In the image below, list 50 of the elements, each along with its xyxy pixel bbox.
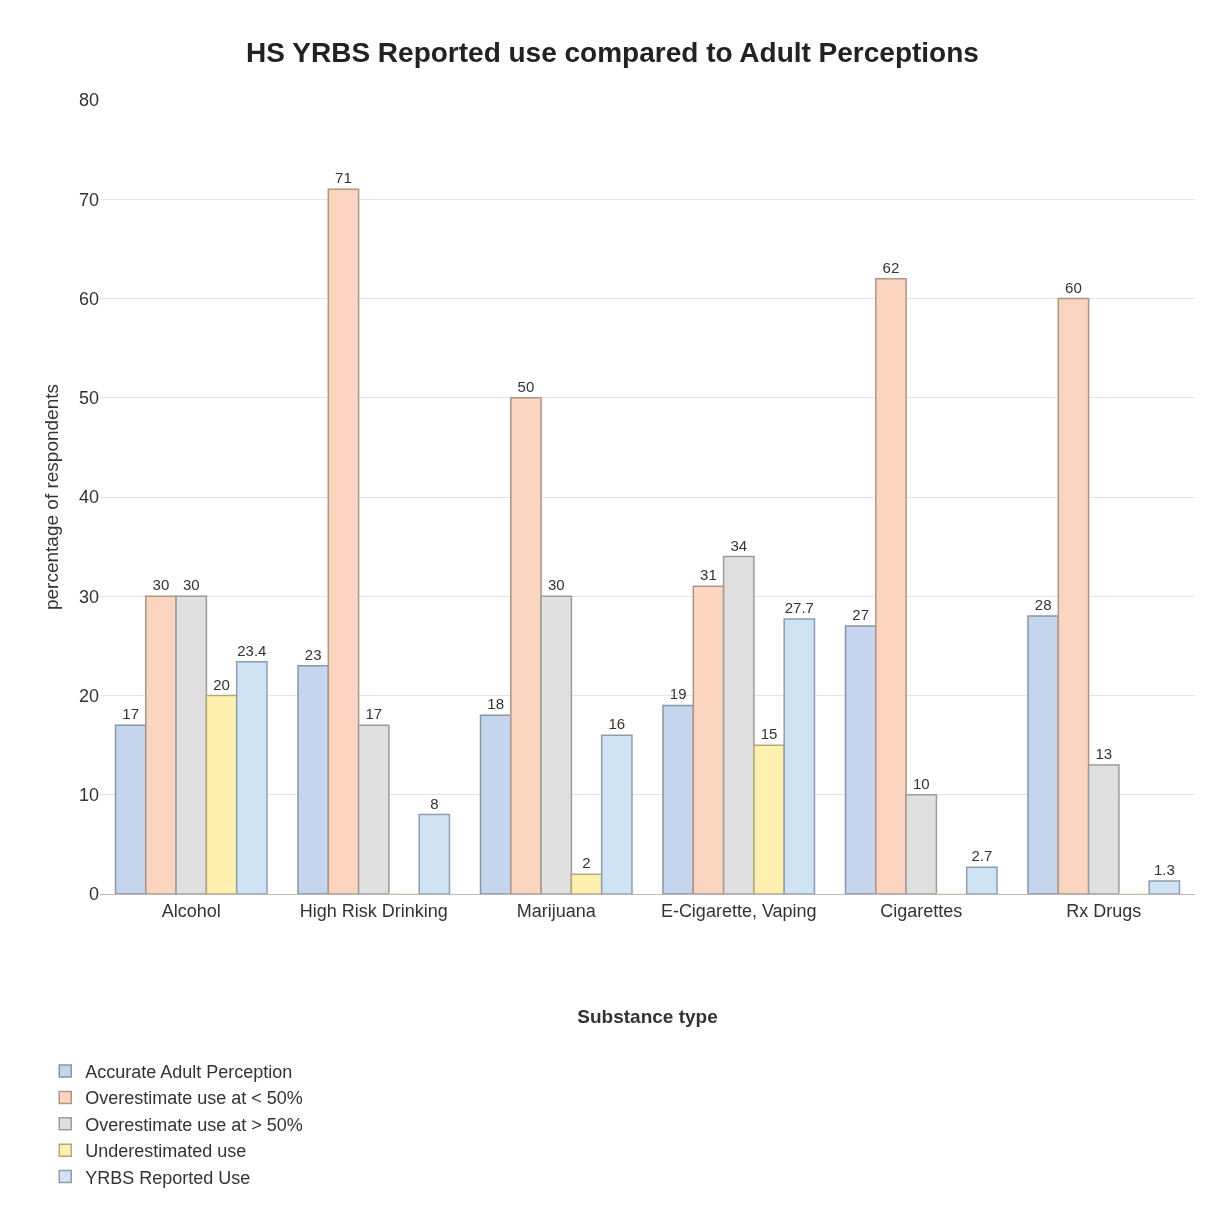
x-tick-label: E-Cigarette, Vaping bbox=[660, 900, 817, 921]
data-label: 27 bbox=[852, 606, 869, 624]
data-label: 28 bbox=[1034, 596, 1052, 614]
data-label: 17 bbox=[365, 705, 383, 723]
data-label: 10 bbox=[912, 774, 930, 792]
data-label: 27.7 bbox=[784, 599, 814, 617]
y-tick-label: 40 bbox=[78, 487, 99, 508]
data-label: 2.7 bbox=[971, 847, 993, 865]
data-label: 8 bbox=[430, 794, 439, 812]
legend-label: Overestimate use at > 50% bbox=[85, 1114, 303, 1135]
x-axis-title: Substance type bbox=[577, 1006, 718, 1028]
data-label: 23 bbox=[304, 645, 322, 663]
data-label: 62 bbox=[882, 258, 900, 276]
data-label: 16 bbox=[608, 715, 626, 733]
data-label: 30 bbox=[547, 576, 565, 594]
x-tick-label: Marijuana bbox=[516, 900, 597, 921]
data-label: 1.3 bbox=[1153, 861, 1175, 879]
chart-title: HS YRBS Reported use compared to Adult Perceptions bbox=[246, 36, 979, 68]
data-label: 19 bbox=[669, 685, 687, 703]
data-label: 34 bbox=[730, 536, 748, 554]
data-label: 60 bbox=[1065, 278, 1082, 296]
x-tick-label: Alcohol bbox=[161, 900, 221, 921]
y-tick-label: 60 bbox=[78, 288, 99, 309]
legend-label: Accurate Adult Perception bbox=[85, 1062, 293, 1083]
y-axis-title: percentage of respondents bbox=[40, 383, 62, 611]
x-tick-label: Rx Drugs bbox=[1066, 900, 1142, 921]
x-tick-label: Cigarettes bbox=[880, 900, 963, 921]
y-tick-label: 0 bbox=[88, 884, 99, 905]
y-tick-label: 70 bbox=[78, 189, 99, 210]
data-label: 50 bbox=[517, 377, 535, 395]
y-tick-label: 10 bbox=[78, 785, 99, 806]
x-tick-label: High Risk Drinking bbox=[299, 900, 448, 921]
data-label: 13 bbox=[1095, 744, 1113, 762]
y-tick-label: 80 bbox=[78, 90, 99, 111]
legend-label: Underestimated use bbox=[85, 1141, 247, 1162]
data-label: 18 bbox=[487, 695, 504, 713]
y-tick-label: 30 bbox=[78, 586, 99, 607]
y-tick-label: 50 bbox=[78, 388, 99, 409]
data-label: 15 bbox=[760, 725, 778, 743]
data-label: 17 bbox=[122, 705, 139, 723]
data-label: 71 bbox=[335, 169, 352, 187]
data-label: 23.4 bbox=[237, 641, 267, 659]
legend-label: YRBS Reported Use bbox=[85, 1167, 251, 1188]
data-label: 2 bbox=[582, 854, 591, 872]
data-label: 20 bbox=[213, 675, 230, 693]
legend-label: Overestimate use at < 50% bbox=[85, 1088, 303, 1109]
data-label: 30 bbox=[182, 576, 200, 594]
data-label: 31 bbox=[700, 566, 717, 584]
y-tick-label: 20 bbox=[78, 685, 99, 706]
data-label: 30 bbox=[152, 576, 170, 594]
